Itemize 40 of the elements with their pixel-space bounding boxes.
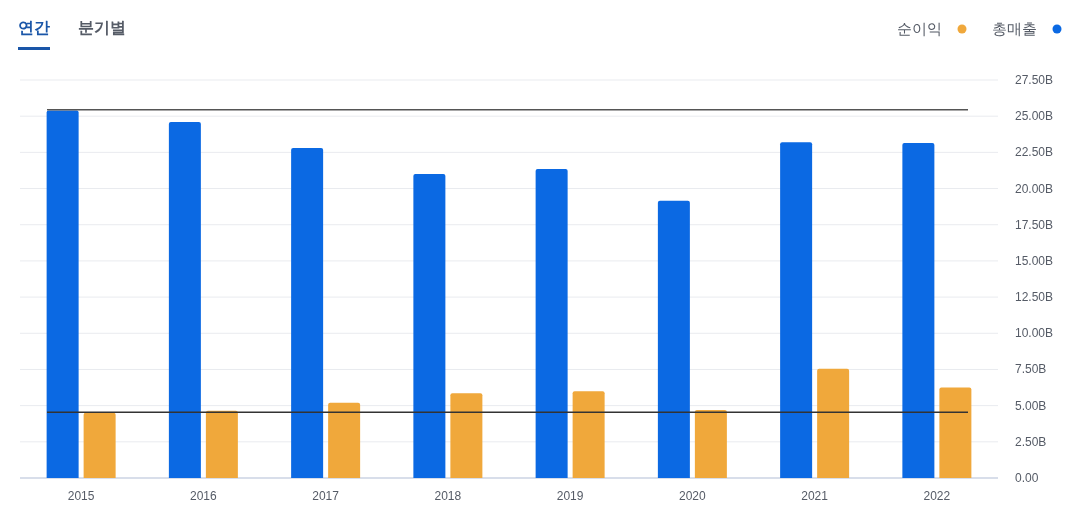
- bar: [572, 391, 605, 478]
- x-tick-label: 2019: [556, 489, 584, 503]
- text: 연간: [18, 19, 50, 36]
- x-tick-label: 2015: [67, 489, 95, 503]
- text: 분기별: [78, 19, 126, 36]
- y-tick-label: 12.50B: [1015, 290, 1054, 305]
- y-tick-label: 7.50B: [1015, 362, 1047, 377]
- bar: [817, 368, 850, 478]
- bar: [205, 410, 238, 478]
- y-tick-label: 20.00B: [1015, 181, 1054, 196]
- bar: [46, 110, 79, 478]
- bar: [291, 148, 324, 478]
- bar: [694, 409, 727, 478]
- y-tick-label: 15.00B: [1015, 253, 1054, 268]
- bar: [328, 402, 361, 478]
- bar: [450, 393, 483, 478]
- x-tick-label: 2021: [801, 489, 829, 503]
- bar: [83, 412, 116, 478]
- bar: [168, 121, 201, 478]
- legend-label: 총매출: [992, 20, 1037, 37]
- x-tick-label: 2017: [312, 489, 340, 503]
- x-tick-label: 2018: [434, 489, 462, 503]
- x-tick-label: 2016: [190, 489, 218, 503]
- legend-label: 순이익: [897, 20, 942, 37]
- bar: [535, 169, 568, 478]
- y-tick-label: 10.00B: [1015, 326, 1054, 341]
- y-tick-label: 5.00B: [1015, 398, 1047, 413]
- x-tick-label: 2022: [923, 489, 951, 503]
- bar: [939, 387, 972, 478]
- y-tick-label: 17.50B: [1015, 217, 1054, 232]
- y-tick-label: 27.50B: [1015, 73, 1054, 87]
- bar: [902, 142, 935, 478]
- y-tick-label: 25.00B: [1015, 109, 1054, 124]
- bar: [657, 200, 690, 478]
- y-tick-label: 22.50B: [1015, 145, 1054, 160]
- y-tick-label: 2.50B: [1015, 434, 1047, 449]
- bar: [780, 142, 813, 478]
- bar: [413, 174, 446, 478]
- y-tick-label: 0.00: [1015, 471, 1039, 485]
- x-tick-label: 2020: [679, 489, 707, 503]
